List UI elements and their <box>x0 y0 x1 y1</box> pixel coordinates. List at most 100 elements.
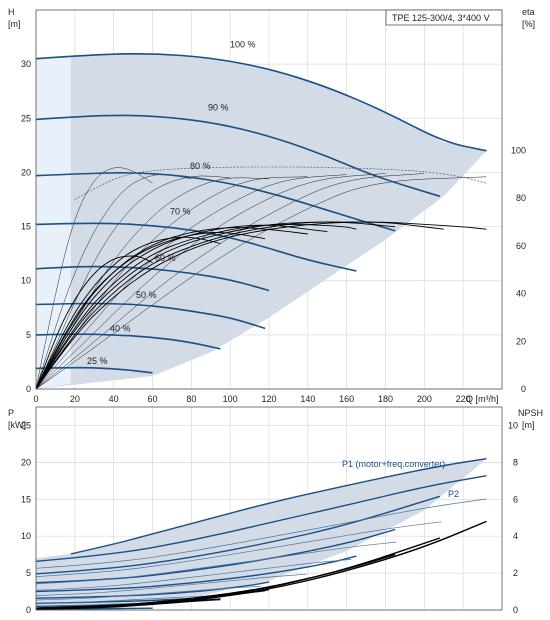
bottom-y-tick-label: 0 <box>26 605 31 615</box>
series-label-p1: P1 (motor+freq.converter) <box>342 459 445 469</box>
bottom-y2-unit: [m] <box>522 420 535 430</box>
speed-label: 40 % <box>110 323 131 333</box>
series-label-p2: P2 <box>448 489 459 499</box>
speed-label: 100 % <box>230 40 256 50</box>
top-y2-tick-label: 80 <box>516 193 526 203</box>
top-x-tick-label: 160 <box>339 394 354 404</box>
bottom-y-tick-label: 20 <box>21 457 31 467</box>
thin-curve <box>35 176 308 390</box>
npsh-curve <box>35 589 270 610</box>
top-speed-curves <box>35 52 487 374</box>
top-x-ticks: 0 20 40 60 80 100 120 140 160 180 200 220 <box>33 394 470 404</box>
speed-label: 60 % <box>155 253 176 263</box>
top-x-tick-label: 220 <box>456 394 471 404</box>
top-light-area-fill <box>36 55 71 389</box>
top-x-tick-label: 40 <box>109 394 119 404</box>
efficiency-curve <box>35 223 357 390</box>
bottom-y-tick-label: 5 <box>26 568 31 578</box>
efficiency-curve <box>35 221 487 390</box>
top-y2-ticks: 0 20 40 60 80 100 <box>511 146 526 395</box>
top-x-tick-label: 200 <box>417 394 432 404</box>
bottom-y2-ticks: 0 2 4 6 8 10 <box>508 420 518 615</box>
top-y-tick-label: 5 <box>26 330 31 340</box>
thin-curve <box>35 167 153 390</box>
speed-curve <box>35 366 153 374</box>
npsh-curve <box>35 598 221 610</box>
top-y-tick-label: 10 <box>21 276 31 286</box>
chart-title: TPE 125-300/4, 3*400 V <box>392 13 490 23</box>
speed-curve <box>35 172 396 232</box>
top-y2-tick-label: 40 <box>516 289 526 299</box>
thin-curve <box>35 175 231 390</box>
speed-label: 80 % <box>190 161 211 171</box>
top-y-tick-label: 15 <box>21 222 31 232</box>
top-operating-area <box>36 53 487 390</box>
top-y2-tick-label: 0 <box>521 384 526 394</box>
p2-series-line <box>35 475 487 562</box>
top-x-tick-label: 20 <box>70 394 80 404</box>
power-thin-curve <box>35 573 307 596</box>
top-y-tick-label: 20 <box>21 167 31 177</box>
speed-label: 90 % <box>208 102 229 112</box>
top-speed-labels: 100 % 90 % 80 % 70 % 60 % 50 % 40 % 25 % <box>87 40 256 366</box>
top-x-tick-label: 0 <box>33 394 38 404</box>
power-thin-curve <box>35 521 442 577</box>
top-y2-tick-label: 20 <box>516 336 526 346</box>
speed-curve <box>35 114 441 198</box>
speed-curve <box>35 302 266 330</box>
top-x-tick-label: 120 <box>261 394 276 404</box>
bottom-y2-tick-label: 6 <box>513 494 518 504</box>
efficiency-curve <box>35 255 153 390</box>
top-y-ticks: 0 5 10 15 20 25 30 <box>21 59 31 394</box>
bottom-operating-area <box>36 458 487 610</box>
speed-curve <box>35 333 221 350</box>
top-plot-frame <box>35 9 503 390</box>
bottom-y-tick-label: 25 <box>21 420 31 430</box>
power-thin-curve <box>35 559 352 591</box>
bottom-power-curves <box>35 495 487 610</box>
bottom-y-tick-label: 10 <box>21 531 31 541</box>
top-eta-max-curve <box>74 166 487 200</box>
bottom-y2-tick-label: 8 <box>513 457 518 467</box>
bottom-y2-tick-label: 10 <box>508 420 518 430</box>
power-curve <box>35 495 441 575</box>
speed-curve <box>35 52 487 152</box>
top-x-tick-label: 180 <box>378 394 393 404</box>
top-y2-unit: [%] <box>522 19 535 29</box>
speed-label: 50 % <box>136 290 157 300</box>
top-y2-tick-label: 60 <box>516 241 526 251</box>
eta-max-dashed-curve <box>74 166 487 200</box>
thin-curve <box>35 174 347 390</box>
power-thin-curve <box>35 541 397 585</box>
bottom-y2-tick-label: 0 <box>513 605 518 615</box>
top-thin-curves <box>35 167 487 390</box>
top-y-tick-label: 0 <box>26 384 31 394</box>
top-y-tick-label: 30 <box>21 59 31 69</box>
thin-curve <box>35 177 270 390</box>
p1-series-line <box>70 458 487 555</box>
top-x-tick-label: 100 <box>223 394 238 404</box>
title-box <box>385 9 503 26</box>
speed-curve <box>35 265 270 292</box>
speed-label: 25 % <box>87 356 108 366</box>
thin-curve <box>35 173 425 390</box>
power-curve <box>35 581 270 599</box>
top-x-tick-label: 80 <box>186 394 196 404</box>
bottom-y-ticks: 0 5 10 15 20 25 <box>21 420 31 615</box>
thin-curve <box>35 173 386 390</box>
bottom-y2-tick-label: 2 <box>513 568 518 578</box>
power-curve <box>35 555 357 593</box>
top-x-tick-label: 60 <box>147 394 157 404</box>
top-y-unit: [m] <box>8 19 21 29</box>
bottom-power-series <box>35 458 487 562</box>
speed-label: 70 % <box>170 206 191 216</box>
bottom-npsh-curves <box>35 520 487 610</box>
bottom-y-label: P <box>8 408 14 418</box>
bottom-plot-frame <box>35 406 503 611</box>
top-x-label: Q [m³/h] <box>466 394 499 404</box>
top-y-tick-label: 25 <box>21 113 31 123</box>
bottom-operating-area-fill <box>36 458 487 610</box>
power-thin-curve <box>35 585 262 601</box>
thin-curve <box>35 174 192 390</box>
